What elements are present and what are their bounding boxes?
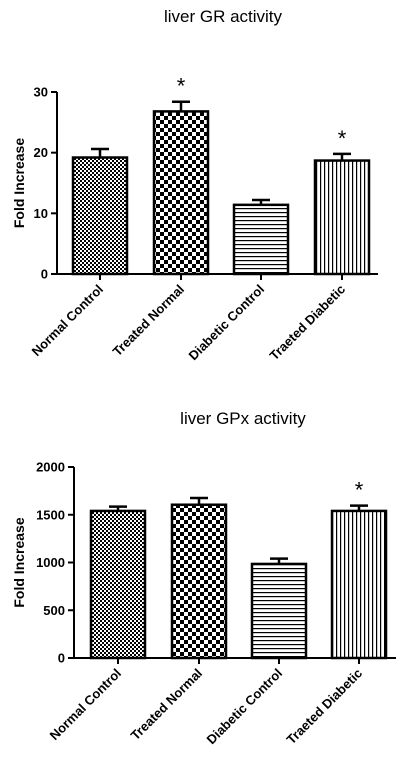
chart-1: liver GR activity Fold Increase 0 10 20 30 Nor… — [11, 7, 378, 363]
chart-title: liver GR activity — [164, 7, 283, 26]
bar — [170, 503, 228, 660]
bar — [232, 203, 290, 276]
y-tick-label: 30 — [34, 85, 48, 100]
y-tick-label: 500 — [43, 603, 65, 618]
y-tick-label: 1000 — [36, 555, 65, 570]
chart-title: liver GPx activity — [180, 409, 306, 428]
y-axis-label: Fold Increase — [11, 138, 27, 228]
y-tick-label: 0 — [58, 651, 65, 666]
chart-2: liver GPx activity Fold Increase 0 500 1000 1… — [11, 409, 396, 747]
x-tick-label: Diabetic Control — [186, 282, 268, 364]
x-tick-label: Diabetic Control — [204, 666, 286, 748]
bar — [330, 509, 388, 660]
bar — [71, 156, 129, 276]
x-tick-label: Treated Normal — [110, 282, 188, 360]
x-tick-label: Normal Control — [29, 282, 107, 360]
x-tick-label: Traeted Diabetic — [266, 282, 348, 364]
x-tick-label: Treated Normal — [128, 666, 206, 744]
significance-marker: * — [355, 478, 364, 503]
y-tick-label: 1500 — [36, 507, 65, 522]
x-tick-label: Normal Control — [47, 666, 125, 744]
bar — [89, 509, 147, 660]
significance-marker: * — [177, 74, 186, 99]
bar — [250, 562, 308, 660]
y-tick-label: 20 — [34, 145, 48, 160]
significance-marker: * — [338, 126, 347, 151]
y-tick-label: 2000 — [36, 460, 65, 475]
y-tick-label: 10 — [34, 206, 48, 221]
bar — [313, 159, 371, 276]
y-axis-label: Fold Increase — [11, 517, 27, 607]
x-tick-label: Traeted Diabetic — [283, 666, 365, 748]
y-tick-label: 0 — [41, 267, 48, 282]
bar — [152, 110, 210, 276]
